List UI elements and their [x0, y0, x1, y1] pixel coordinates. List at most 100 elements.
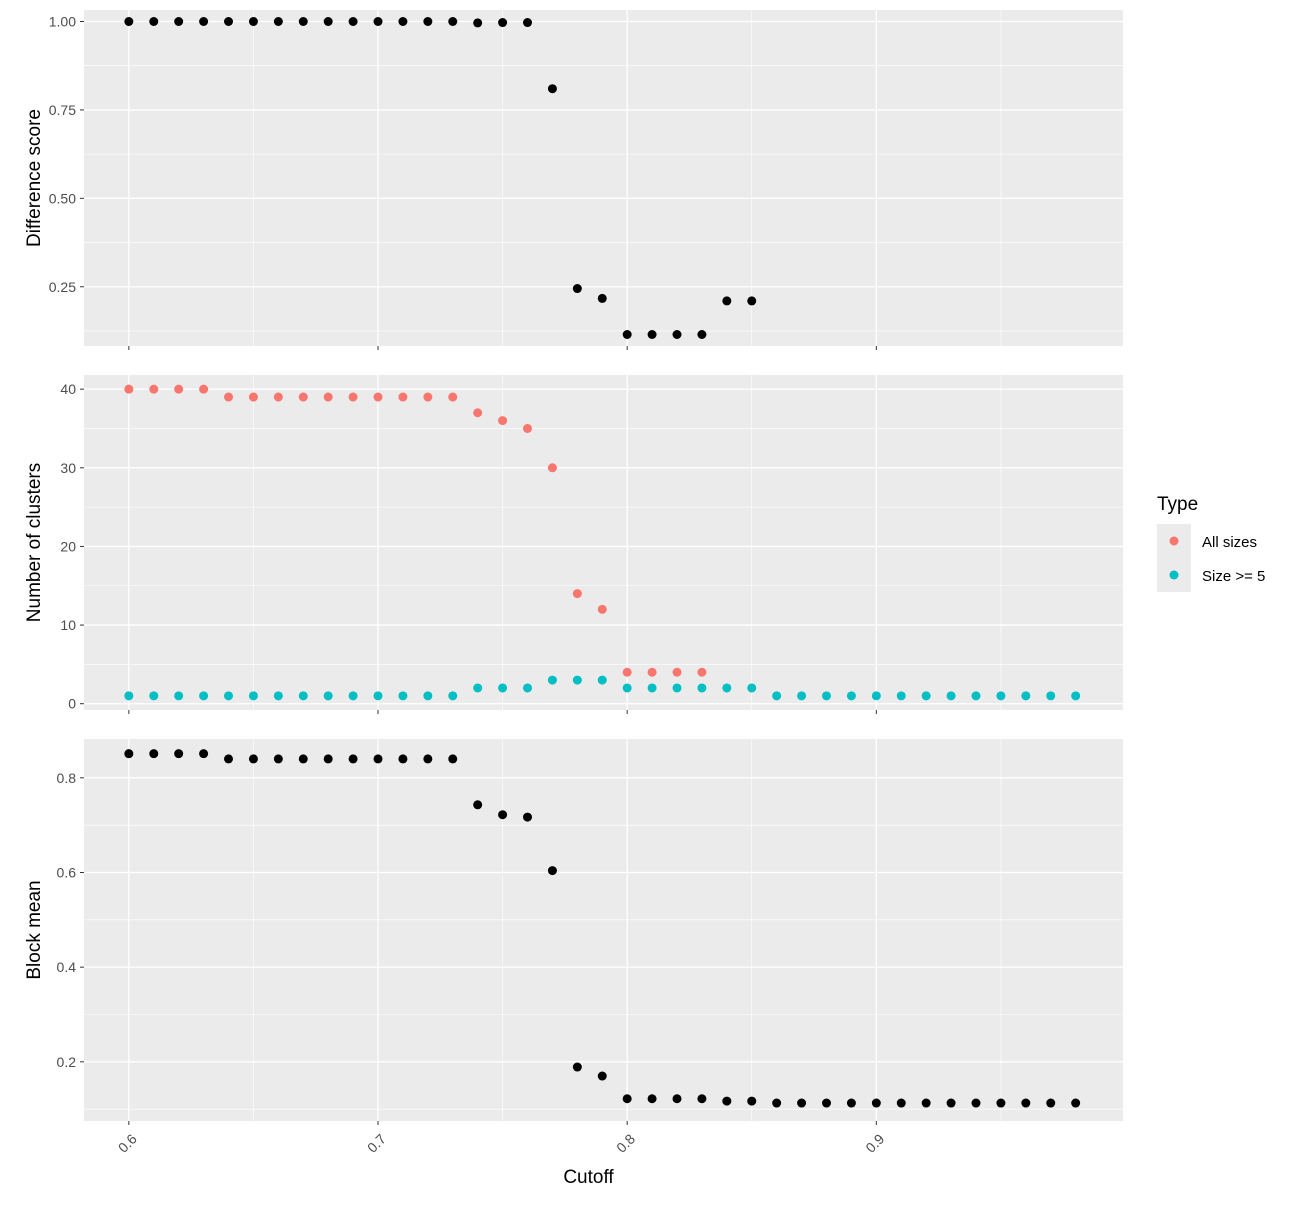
data-point — [597, 675, 607, 685]
data-point — [149, 16, 159, 26]
y-tick-label: 30 — [60, 460, 76, 476]
y-axis-title: Difference score — [24, 109, 45, 247]
data-point — [821, 1098, 831, 1108]
data-point — [373, 754, 383, 764]
series-points — [124, 16, 757, 340]
data-point — [273, 392, 283, 402]
data-point — [174, 384, 184, 394]
data-point — [323, 16, 333, 26]
data-point — [697, 1094, 707, 1104]
data-point — [1071, 1098, 1081, 1108]
data-point — [871, 1098, 881, 1108]
data-point — [647, 683, 657, 693]
y-tick-label: 0.4 — [57, 959, 77, 975]
data-point — [697, 330, 707, 340]
data-point — [199, 16, 209, 26]
data-point — [248, 754, 258, 764]
y-tick-label: 40 — [60, 381, 76, 397]
data-point — [921, 691, 931, 701]
data-point — [473, 683, 483, 693]
data-point — [572, 284, 582, 294]
data-point — [174, 691, 184, 701]
data-point — [1071, 691, 1081, 701]
data-point — [248, 392, 258, 402]
data-point — [298, 392, 308, 402]
y-tick-label: 0.75 — [49, 102, 76, 118]
x-tick-label: 0.6 — [115, 1131, 140, 1156]
data-point — [1046, 1098, 1056, 1108]
data-point — [946, 1098, 956, 1108]
data-point — [871, 691, 881, 701]
data-point — [572, 1062, 582, 1072]
data-point — [921, 1098, 931, 1108]
data-point — [124, 691, 134, 701]
data-point — [523, 423, 533, 433]
data-point — [124, 749, 134, 759]
data-point — [896, 1098, 906, 1108]
data-point — [896, 691, 906, 701]
data-point — [248, 16, 258, 26]
data-point — [448, 754, 458, 764]
data-point — [224, 754, 234, 764]
data-point — [473, 18, 483, 28]
panel-bottom: 0.2 0.4 0.6 0.8 0.6 0.7 0.8 0.9 Block mean Cutoff — [24, 739, 1123, 1188]
data-point — [199, 691, 209, 701]
data-point — [149, 691, 159, 701]
data-point — [348, 754, 358, 764]
x-tick-label: 0.9 — [862, 1131, 887, 1156]
data-point — [572, 589, 582, 599]
data-point — [1021, 1098, 1031, 1108]
data-point — [547, 675, 557, 685]
data-point — [722, 296, 732, 306]
data-point — [547, 84, 557, 94]
data-point — [224, 691, 234, 701]
data-point — [523, 18, 533, 28]
data-point — [423, 691, 433, 701]
data-point — [248, 691, 258, 701]
y-tick-label: 0 — [68, 696, 76, 712]
data-point — [647, 667, 657, 677]
data-point — [199, 384, 209, 394]
data-point — [423, 754, 433, 764]
legend: Type All sizes Size >= 5 — [1157, 494, 1265, 592]
data-point — [622, 683, 632, 693]
data-point — [149, 384, 159, 394]
data-point — [547, 463, 557, 473]
data-point — [1046, 691, 1056, 701]
data-point — [747, 1096, 757, 1106]
data-point — [348, 16, 358, 26]
data-point — [473, 408, 483, 418]
data-point — [797, 1098, 807, 1108]
data-point — [423, 16, 433, 26]
data-point — [772, 1098, 782, 1108]
data-point — [672, 1094, 682, 1104]
panel-background — [84, 375, 1123, 710]
data-point — [398, 16, 408, 26]
data-point — [498, 810, 508, 820]
data-point — [597, 604, 607, 614]
series-all-sizes — [124, 384, 707, 677]
data-point — [647, 330, 657, 340]
y-tick-label: 1.00 — [49, 13, 76, 29]
data-point — [348, 392, 358, 402]
data-point — [697, 667, 707, 677]
data-point — [174, 16, 184, 26]
data-point — [523, 683, 533, 693]
data-point — [199, 749, 209, 759]
data-point — [747, 296, 757, 306]
data-point — [348, 691, 358, 701]
data-point — [473, 800, 483, 810]
y-tick-label: 0.25 — [49, 279, 76, 295]
data-point — [448, 392, 458, 402]
data-point — [273, 691, 283, 701]
y-tick-label: 0.50 — [49, 190, 76, 206]
y-axis-title: Block mean — [24, 880, 45, 979]
data-point — [398, 754, 408, 764]
data-point — [298, 16, 308, 26]
data-point — [448, 16, 458, 26]
data-point — [498, 683, 508, 693]
data-point — [946, 691, 956, 701]
data-point — [672, 330, 682, 340]
data-point — [622, 667, 632, 677]
